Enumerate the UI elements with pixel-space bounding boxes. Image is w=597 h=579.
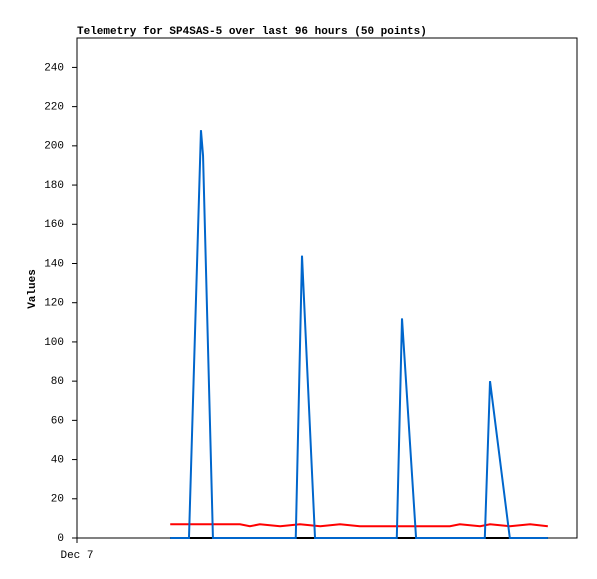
y-tick-label: 160 xyxy=(44,219,64,231)
y-tick-label: 100 xyxy=(44,337,64,349)
y-tick-label: 40 xyxy=(51,454,64,466)
x-tick-label: Dec 7 xyxy=(60,550,93,562)
data-line xyxy=(170,523,548,528)
y-axis-label: Values xyxy=(27,269,39,309)
y-tick-label: 180 xyxy=(44,180,64,192)
y-tick-label: 20 xyxy=(51,494,64,506)
y-tick-label: 120 xyxy=(44,298,64,310)
data-line xyxy=(170,130,548,539)
y-tick-label: 200 xyxy=(44,141,64,153)
chart-title: Telemetry for SP4SAS-5 over last 96 hour… xyxy=(77,26,427,38)
y-tick-label: 240 xyxy=(44,62,64,74)
plot-frame xyxy=(76,37,578,539)
y-tick-label: 0 xyxy=(57,533,64,545)
y-tick-label: 60 xyxy=(51,415,64,427)
y-tick-label: 140 xyxy=(44,258,64,270)
y-tick-label: 80 xyxy=(51,376,64,388)
y-tick-label: 220 xyxy=(44,102,64,114)
